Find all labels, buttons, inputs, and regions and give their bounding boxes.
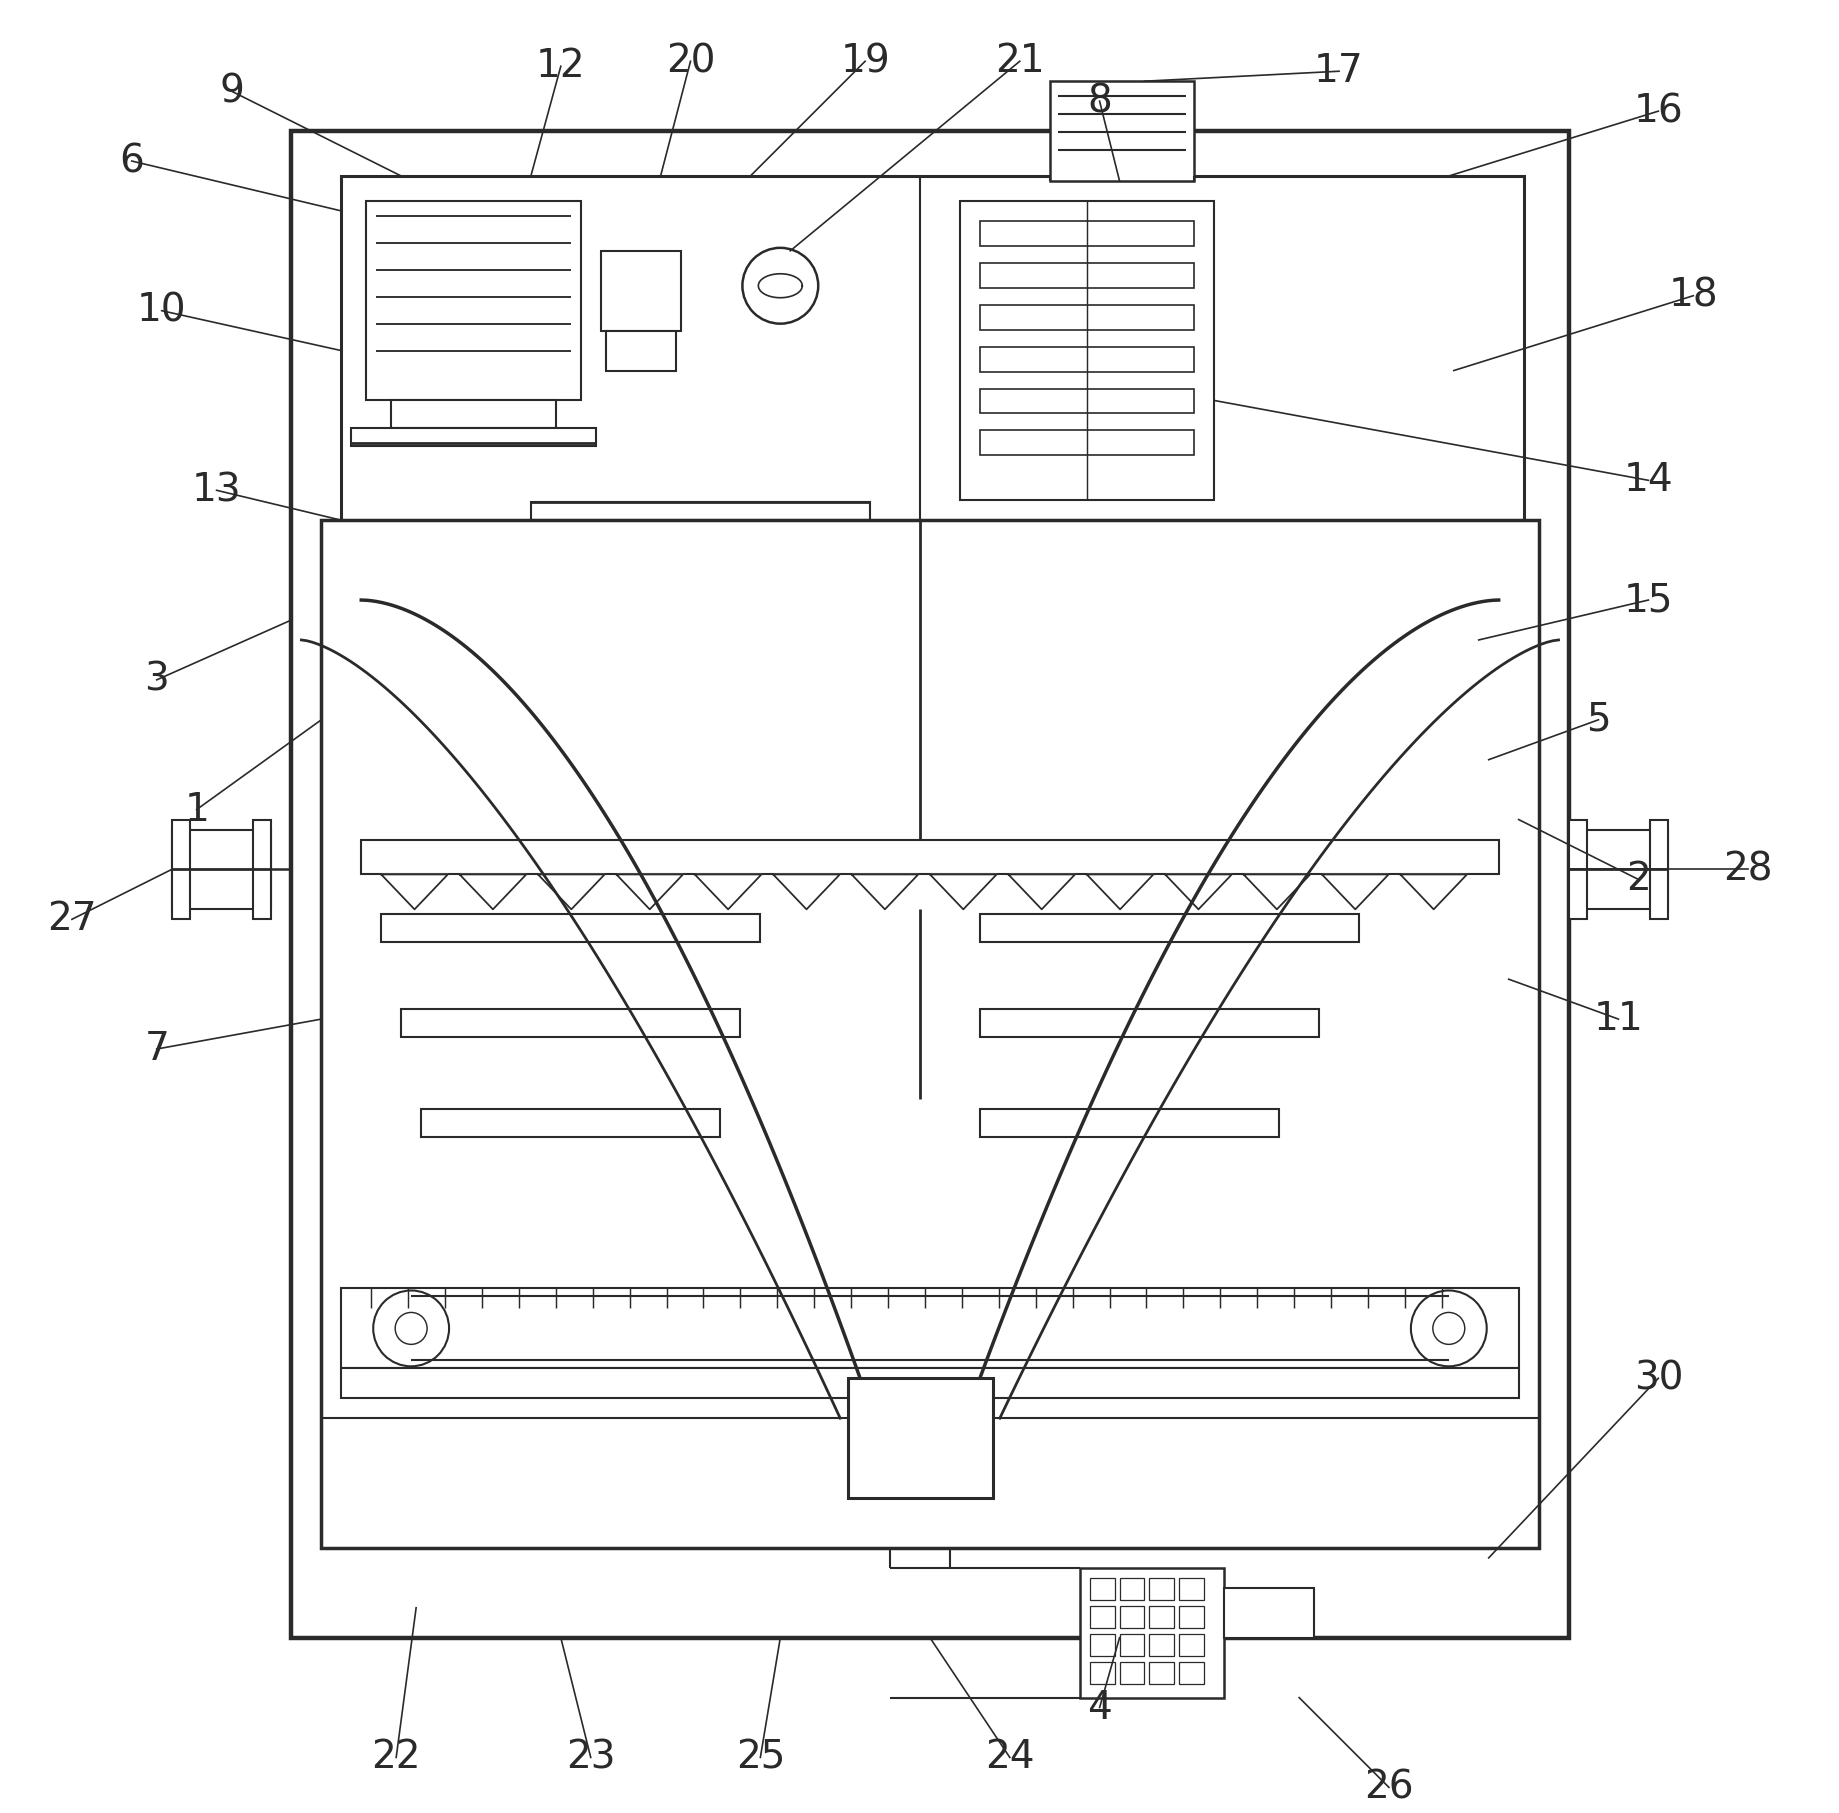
Bar xyxy=(171,830,272,910)
Bar xyxy=(381,914,760,943)
Bar xyxy=(980,221,1194,247)
Bar xyxy=(392,401,555,428)
Text: 24: 24 xyxy=(986,1739,1035,1777)
Bar xyxy=(1120,1634,1144,1655)
Bar xyxy=(848,1378,993,1498)
Bar xyxy=(171,819,189,919)
Bar xyxy=(401,1010,741,1037)
Bar xyxy=(1120,1577,1144,1599)
Text: 17: 17 xyxy=(1315,53,1365,91)
Text: 12: 12 xyxy=(535,47,585,85)
Polygon shape xyxy=(695,874,761,910)
Bar xyxy=(1569,819,1587,919)
Text: 26: 26 xyxy=(1365,1768,1414,1806)
Polygon shape xyxy=(931,874,997,910)
Text: 8: 8 xyxy=(1087,82,1113,120)
Text: 20: 20 xyxy=(666,42,715,80)
Text: 16: 16 xyxy=(1633,92,1683,131)
Bar xyxy=(366,201,581,401)
Polygon shape xyxy=(772,874,840,910)
Polygon shape xyxy=(1243,874,1309,910)
Bar xyxy=(1179,1577,1205,1599)
Bar xyxy=(531,502,870,520)
Polygon shape xyxy=(1166,874,1232,910)
Text: 18: 18 xyxy=(1668,277,1718,315)
Bar xyxy=(980,430,1194,455)
Bar xyxy=(980,305,1194,330)
Text: 1: 1 xyxy=(184,790,210,829)
Bar xyxy=(601,250,680,330)
Text: 7: 7 xyxy=(143,1030,169,1068)
Bar xyxy=(1120,1663,1144,1684)
Bar xyxy=(980,914,1359,943)
Text: 15: 15 xyxy=(1624,580,1673,618)
Bar xyxy=(1225,1588,1315,1637)
Polygon shape xyxy=(1087,874,1153,910)
Text: 30: 30 xyxy=(1633,1360,1683,1398)
Bar xyxy=(1149,1606,1175,1628)
Bar xyxy=(1079,1568,1225,1697)
Bar xyxy=(322,520,1539,1548)
Text: 22: 22 xyxy=(371,1739,421,1777)
Polygon shape xyxy=(1008,874,1076,910)
Polygon shape xyxy=(1399,874,1468,910)
Bar xyxy=(980,1010,1319,1037)
Bar xyxy=(1149,1577,1175,1599)
Text: 10: 10 xyxy=(136,292,186,330)
Bar xyxy=(1091,1606,1114,1628)
Text: 3: 3 xyxy=(143,662,169,698)
Bar xyxy=(980,388,1194,413)
Text: 27: 27 xyxy=(48,901,97,939)
Polygon shape xyxy=(616,874,682,910)
Polygon shape xyxy=(460,874,526,910)
Text: 6: 6 xyxy=(120,141,143,179)
Polygon shape xyxy=(851,874,918,910)
Bar xyxy=(980,263,1194,288)
Bar xyxy=(960,201,1214,500)
Text: 21: 21 xyxy=(995,42,1045,80)
Bar xyxy=(1650,819,1668,919)
Bar xyxy=(291,131,1569,1637)
Bar xyxy=(1179,1634,1205,1655)
Bar xyxy=(1091,1577,1114,1599)
Bar xyxy=(1091,1634,1114,1655)
Bar xyxy=(254,819,272,919)
Text: 28: 28 xyxy=(1723,850,1773,888)
Bar xyxy=(1179,1606,1205,1628)
Polygon shape xyxy=(381,874,449,910)
Polygon shape xyxy=(1322,874,1388,910)
Text: 13: 13 xyxy=(191,471,241,509)
Text: 2: 2 xyxy=(1626,861,1651,899)
Bar xyxy=(421,1110,721,1137)
Bar xyxy=(351,428,596,446)
Bar xyxy=(1050,82,1194,181)
Text: 11: 11 xyxy=(1594,1001,1644,1039)
Bar xyxy=(342,1369,1519,1398)
Text: 19: 19 xyxy=(840,42,890,80)
Bar xyxy=(1149,1663,1175,1684)
Text: 14: 14 xyxy=(1624,461,1673,499)
Text: 4: 4 xyxy=(1087,1688,1113,1726)
Bar xyxy=(980,346,1194,372)
Bar xyxy=(980,1110,1280,1137)
Bar xyxy=(1179,1663,1205,1684)
Bar xyxy=(1091,1663,1114,1684)
Text: 9: 9 xyxy=(219,73,245,111)
Bar xyxy=(1149,1634,1175,1655)
Bar xyxy=(342,176,1525,520)
Polygon shape xyxy=(539,874,605,910)
Bar xyxy=(360,839,1499,874)
Text: 23: 23 xyxy=(566,1739,616,1777)
Bar xyxy=(342,1289,1519,1369)
Bar xyxy=(1120,1606,1144,1628)
Text: 5: 5 xyxy=(1587,702,1611,738)
Bar xyxy=(1569,830,1668,910)
Bar xyxy=(605,330,675,370)
Text: 25: 25 xyxy=(736,1739,785,1777)
